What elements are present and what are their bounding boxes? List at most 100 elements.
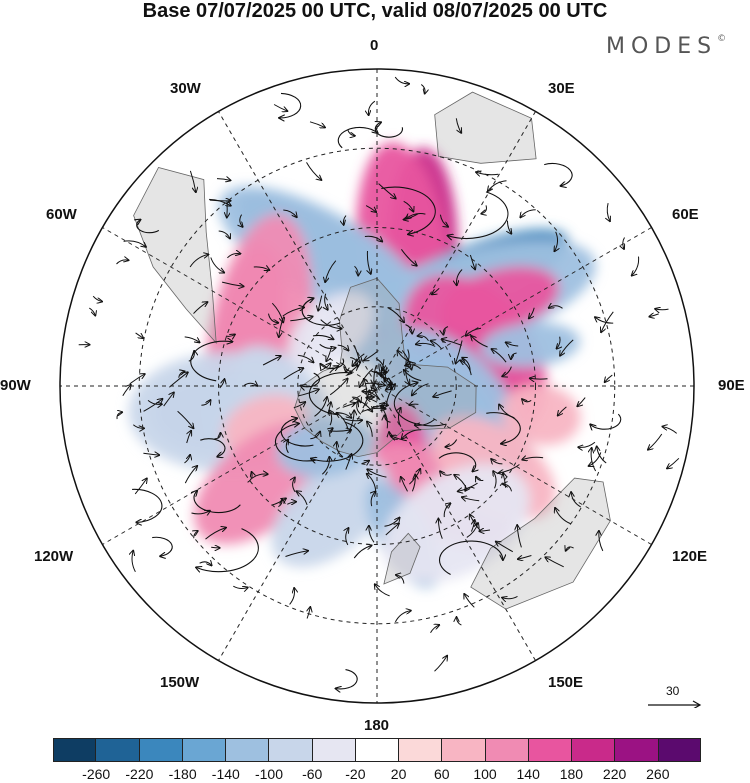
wind-arrow [502,366,512,377]
wind-arrow [458,482,478,491]
wind-arrow [434,656,448,672]
colorbar-tick-label: 140 [516,766,540,782]
modes-logo: MODES© [606,34,727,59]
wind-arrow [283,209,296,217]
wind-arrow [346,528,349,546]
streamline-curve [190,341,232,382]
wind-arrow [396,575,405,584]
wind-arrow [560,339,574,356]
wind-arrow [507,220,511,234]
wind-arrow [123,240,146,247]
wind-arrow [443,503,450,518]
wind-arrow [394,76,409,84]
streamline-curve [301,372,320,387]
wind-arrow [502,596,518,598]
wind-arrow [194,531,198,539]
wind-arrow [332,413,351,418]
wind-arrow [367,474,377,494]
streamline-curve [280,418,314,447]
streamline-curve [274,424,316,462]
wind-arrow [282,307,304,317]
wind-arrow [412,383,429,396]
wind-arrow [240,214,243,227]
streamline-curve [196,528,259,572]
wind-arrow [184,455,191,464]
wind-arrow [431,341,443,350]
wind-arrow [471,336,488,348]
wind-arrow [438,519,443,539]
wind-arrow [499,464,520,474]
wind-arrow [343,215,347,225]
wind-arrow [360,368,374,387]
wind-arrow [378,183,396,199]
wind-arrow [336,442,344,458]
colorbar-tick-label: 220 [602,766,627,782]
wind-arrow [243,383,257,386]
wind-arrow [649,314,659,317]
wind-arrow [530,378,548,379]
wind-arrow [325,293,328,310]
wind-arrow [289,588,295,605]
wind-arrow [233,585,247,588]
wind-arrow [342,403,356,408]
lon-label-30e: 30E [548,80,575,97]
wind-arrow [293,478,295,493]
meridian-line [102,227,652,545]
lon-label-30w: 30W [170,80,201,97]
wind-arrow [253,267,269,270]
lon-label-120e: 120E [672,548,708,565]
wind-arrow [457,617,462,626]
wind-arrow [327,430,351,431]
wind-arrow [406,213,426,219]
anomaly-blob-20 [271,458,391,568]
wind-arrow [389,432,398,440]
wind-arrow [493,471,496,489]
colorbar-tick-label: -20 [345,766,366,782]
colorbar-tick-label: 100 [473,766,497,782]
wind-arrow [443,326,449,335]
wind-arrow [398,351,416,364]
wind-arrow [297,491,308,506]
colorbar-segment-1 [96,738,140,762]
wind-arrow [321,457,329,475]
wind-arrow [466,327,482,335]
wind-arrow [218,230,230,239]
wind-arrow [387,307,404,323]
colorbar-tick-label: -220 [125,766,154,782]
wind-arrow [309,121,325,128]
streamline-curve [590,413,622,429]
meridian-line [218,111,536,661]
wind-arrow [211,547,219,548]
streamline-curve [132,488,163,522]
wind-arrow [337,344,349,350]
wind-arrow [143,453,159,455]
anomaly-blob-26 [382,464,530,583]
wind-arrow [476,477,484,481]
wind-arrow [367,250,370,274]
wind-arrow [189,170,195,192]
colorbar-segment-2 [139,738,183,762]
wind-arrow [418,336,429,341]
lon-label-150e: 150E [548,674,584,691]
wind-arrow [476,172,499,175]
wind-arrow [271,302,283,322]
wind-arrow [571,492,581,508]
wind-arrow [558,406,567,416]
colorbar-segment-5 [269,738,313,762]
wind-arrow [506,342,519,346]
wind-arrow [439,214,448,227]
wind-arrow [201,400,210,405]
wind-arrow [545,557,564,568]
colorbar-ticks: -260 -220 -180 -140 -100 -60 -20 20 60 100 140 180 2… [0,766,750,783]
wind-arrow [520,209,536,218]
colorbar-segment-12 [572,738,616,762]
map-boundary [59,68,695,704]
wind-arrow [353,546,371,559]
wind-arrow [341,417,362,421]
meridian-line [218,111,536,661]
wind-arrow [225,335,235,337]
colorbar-tick-label: -100 [254,766,284,782]
streamline-curve [393,383,447,427]
streamline-curve [381,186,436,234]
